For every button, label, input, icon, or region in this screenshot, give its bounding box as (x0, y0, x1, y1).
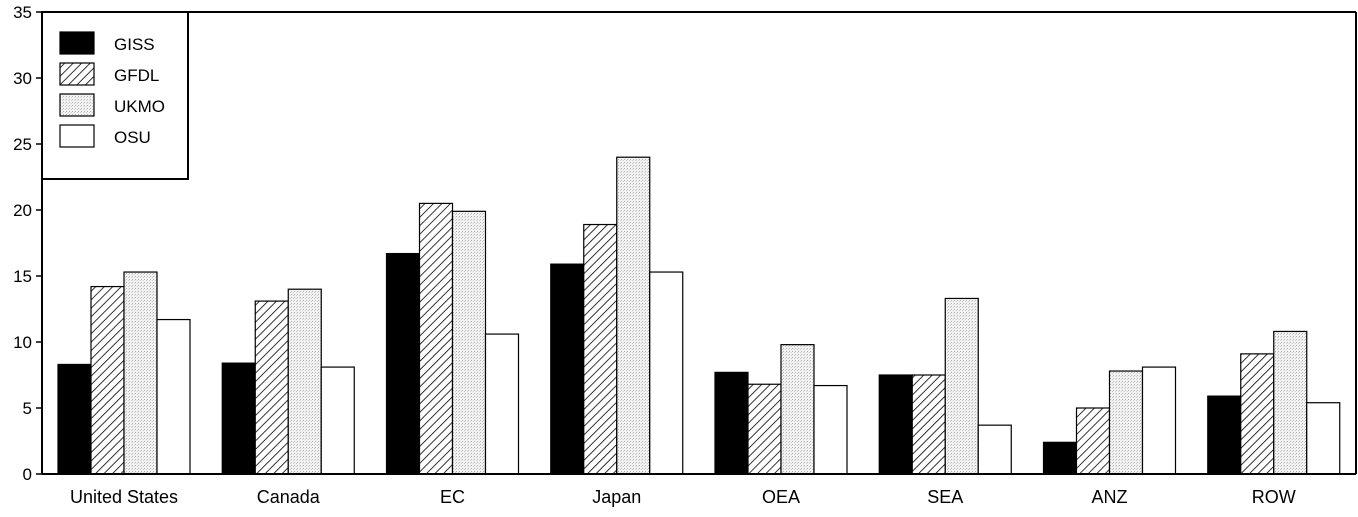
bar-ukmo-sea (944, 297, 979, 475)
bar-osu-japan (649, 271, 684, 475)
bar-giss-oea (714, 371, 749, 475)
bar-osu-anz (1141, 366, 1177, 475)
bar-ukmo-oea (780, 344, 815, 475)
bar-osu-oea (813, 384, 848, 475)
bar-gfdl-anz (1075, 407, 1111, 475)
x-tick-label: EC (440, 487, 465, 507)
bar-giss-united-states (57, 363, 92, 475)
bar-osu-row (1306, 402, 1341, 475)
bar-osu-canada (320, 366, 355, 475)
bar-ukmo-ec (451, 210, 487, 475)
bar-giss-ec (385, 252, 421, 475)
bar-giss-canada (221, 362, 256, 475)
y-tick-label: 15 (13, 267, 32, 286)
bar-gfdl-sea (911, 374, 946, 475)
legend-swatch-giss (59, 31, 95, 55)
bar-giss-japan (550, 263, 585, 475)
y-tick-label: 5 (23, 399, 32, 418)
y-tick-label: 20 (13, 201, 32, 220)
plot-frame (42, 11, 1357, 474)
bar-ukmo-canada (287, 288, 322, 475)
bar-ukmo-japan (616, 156, 651, 475)
x-tick-label: Japan (592, 487, 641, 507)
bar-gfdl-japan (583, 223, 618, 475)
x-tick-label: ROW (1252, 487, 1296, 507)
x-tick-label: SEA (927, 487, 963, 507)
bar-giss-sea (878, 374, 913, 475)
bar-ukmo-united-states (123, 271, 158, 475)
legend-label-gfdl: GFDL (114, 66, 159, 85)
y-tick-label: 10 (13, 333, 32, 352)
legend-swatch-gfdl (59, 62, 95, 86)
legend-label-osu: OSU (114, 128, 151, 147)
x-tick-label: United States (70, 487, 178, 507)
legend-label-ukmo: UKMO (114, 97, 165, 116)
bar-gfdl-ec (418, 202, 454, 475)
x-tick-label: OEA (762, 487, 800, 507)
bar-gfdl-oea (747, 383, 782, 475)
x-tick-label: ANZ (1092, 487, 1128, 507)
y-axis: 0 5 10 15 20 25 30 35 (13, 3, 43, 484)
bar-osu-ec (484, 333, 520, 475)
bars-group (57, 156, 1341, 475)
y-tick-label: 35 (13, 3, 32, 22)
legend: GISS GFDL UKMO OSU (41, 11, 189, 180)
bar-gfdl-united-states (90, 285, 125, 475)
y-tick-label: 30 (13, 69, 32, 88)
bar-ukmo-row (1273, 330, 1308, 475)
bar-osu-sea (977, 424, 1012, 475)
y-tick-label: 25 (13, 135, 32, 154)
bar-gfdl-canada (254, 300, 289, 475)
legend-label-giss: GISS (114, 35, 155, 54)
bar-giss-row (1207, 395, 1242, 475)
bar-giss-anz (1042, 441, 1078, 475)
bar-ukmo-anz (1108, 370, 1144, 475)
legend-swatch-ukmo (59, 93, 95, 117)
x-axis: United States Canada EC Japan OEA SEA ANZ ROW (42, 473, 1356, 507)
y-tick-label: 0 (23, 465, 32, 484)
x-tick-label: Canada (257, 487, 321, 507)
legend-swatch-osu (59, 124, 95, 148)
bar-osu-united-states (156, 318, 191, 475)
bar-gfdl-row (1240, 353, 1275, 475)
